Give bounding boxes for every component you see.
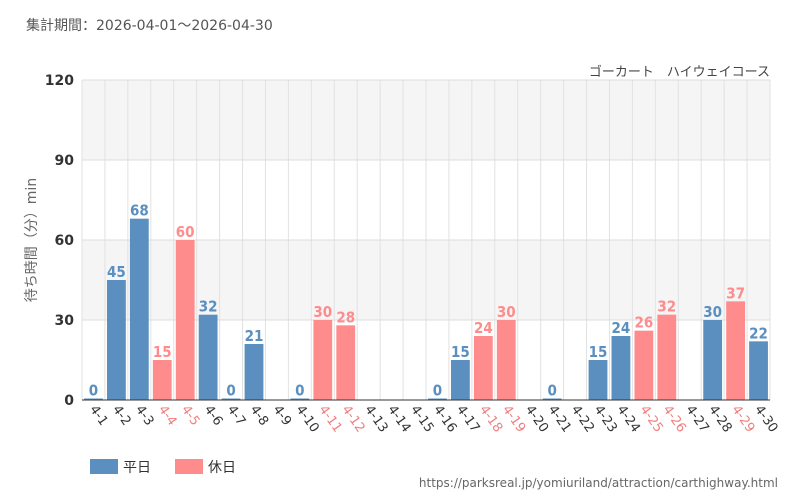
x-tick-label-4-13: 4-13 (361, 403, 390, 436)
data-label-4-11: 30 (313, 303, 332, 321)
bar-4-12 (336, 325, 356, 400)
data-label-4-19: 30 (497, 303, 516, 321)
x-tick-label-4-4: 4-4 (155, 403, 179, 429)
bar-4-2 (106, 280, 126, 400)
bar-4-28 (703, 320, 723, 400)
chart-title: ゴーカート ハイウェイコース (589, 64, 770, 80)
legend-label-weekday: 平日 (123, 460, 151, 476)
bar-4-26 (657, 314, 677, 400)
source-url[interactable]: https://parksreal.jp/yomiuriland/attract… (419, 476, 778, 490)
data-label-4-2: 45 (107, 263, 126, 281)
period-label: 集計期間：2026-04-01～2026-04-30 (26, 17, 273, 34)
x-tick-label-4-10: 4-10 (293, 403, 322, 436)
x-tick-label-4-11: 4-11 (316, 403, 345, 436)
data-label-4-6: 32 (199, 298, 218, 316)
x-tick-label-4-24: 4-24 (614, 403, 643, 436)
data-label-4-23: 15 (589, 343, 608, 361)
bar-4-3 (129, 218, 149, 400)
data-label-4-17: 15 (451, 343, 470, 361)
bar-4-5 (175, 240, 195, 400)
y-axis-label: 待ち時間（分）min (24, 178, 40, 302)
bar-4-4 (152, 360, 172, 400)
data-label-4-25: 26 (634, 314, 653, 332)
y-tick-label: 60 (55, 233, 75, 249)
data-label-4-21: 0 (547, 382, 556, 400)
bar-4-24 (611, 336, 631, 400)
x-tick-label-4-8: 4-8 (247, 403, 271, 429)
y-tick-label: 120 (45, 73, 74, 89)
x-tick-label-4-17: 4-17 (453, 403, 482, 436)
bar-4-1 (84, 398, 103, 400)
bar-4-30 (749, 341, 768, 400)
y-tick-label: 90 (55, 153, 75, 169)
legend-swatch-weekday (90, 459, 118, 474)
bar-4-29 (726, 301, 746, 400)
x-tick-label-4-18: 4-18 (476, 403, 505, 436)
x-tick-label-4-20: 4-20 (522, 403, 551, 436)
data-label-4-26: 32 (657, 298, 676, 316)
bar-4-19 (496, 320, 516, 400)
data-label-4-16: 0 (433, 382, 442, 400)
x-tick-label-4-27: 4-27 (682, 403, 711, 436)
bar-4-11 (313, 320, 333, 400)
bar-4-16 (428, 398, 447, 400)
data-label-4-28: 30 (703, 303, 722, 321)
x-tick-label-4-16: 4-16 (430, 403, 459, 436)
bar-4-21 (542, 398, 562, 400)
bar-4-7 (221, 398, 241, 400)
y-tick-labels: 0 30 60 90 120 (45, 73, 74, 409)
x-tick-label-4-23: 4-23 (591, 403, 620, 436)
y-tick-label: 30 (55, 313, 75, 329)
bar-4-23 (588, 360, 608, 400)
x-tick-label-4-21: 4-21 (545, 403, 574, 436)
bar-4-18 (473, 336, 493, 400)
x-tick-label-4-29: 4-29 (728, 403, 757, 436)
x-tick-label-4-30: 4-30 (751, 403, 780, 436)
x-tick-label-4-7: 4-7 (224, 403, 248, 429)
bar-4-25 (634, 330, 654, 400)
x-tick-label-4-2: 4-2 (109, 403, 133, 429)
data-label-4-7: 0 (226, 382, 235, 400)
x-tick-label-4-9: 4-9 (270, 403, 294, 429)
x-tick-label-4-22: 4-22 (568, 403, 597, 436)
legend-swatch-holiday (175, 459, 203, 474)
bars (84, 218, 768, 400)
x-tick-label-4-5: 4-5 (178, 403, 202, 429)
data-label-4-18: 24 (474, 319, 493, 337)
x-tick-label-4-19: 4-19 (499, 403, 528, 436)
horizontal-gridlines (82, 79, 770, 401)
data-label-4-4: 15 (153, 343, 172, 361)
data-label-4-29: 37 (726, 284, 745, 302)
legend: 平日 休日 (90, 459, 236, 476)
data-label-4-12: 28 (336, 308, 355, 326)
x-tick-label-4-12: 4-12 (338, 403, 367, 436)
x-tick-label-4-26: 4-26 (660, 403, 689, 436)
x-tick-labels: 4-14-24-34-44-54-64-74-84-94-104-114-124… (86, 403, 780, 436)
x-tick-label-4-15: 4-15 (407, 403, 436, 436)
data-label-4-10: 0 (295, 382, 304, 400)
x-tick-label-4-3: 4-3 (132, 403, 156, 429)
x-tick-label-4-1: 4-1 (86, 403, 110, 429)
legend-label-holiday: 休日 (208, 460, 236, 476)
data-label-4-5: 60 (176, 223, 195, 241)
x-tick-label-4-28: 4-28 (705, 403, 734, 436)
data-label-4-24: 24 (612, 319, 631, 337)
bar-4-10 (290, 398, 310, 400)
data-label-4-30: 22 (749, 324, 768, 342)
bar-4-6 (198, 314, 218, 400)
data-label-4-3: 68 (130, 202, 149, 220)
y-tick-label: 0 (64, 393, 74, 409)
x-tick-label-4-25: 4-25 (637, 403, 666, 436)
bar-4-17 (450, 360, 470, 400)
bar-4-8 (244, 344, 264, 400)
x-tick-label-4-6: 4-6 (201, 403, 225, 429)
data-label-4-1: 0 (89, 382, 98, 400)
x-tick-label-4-14: 4-14 (384, 403, 413, 436)
data-label-4-8: 21 (245, 327, 264, 345)
